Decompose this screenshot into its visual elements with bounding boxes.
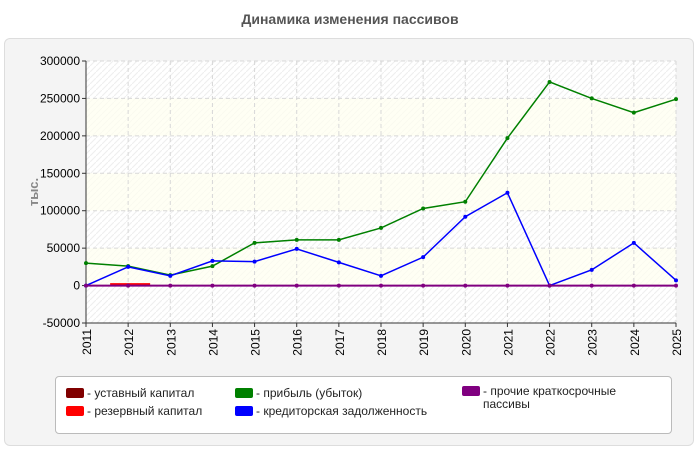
y-tick-label: 300000 [40, 54, 80, 68]
y-tick-label: 100000 [40, 204, 80, 218]
x-tick-label: 2023 [586, 329, 600, 356]
series-2-point [336, 237, 341, 242]
series-4-point [463, 283, 468, 288]
series-2-point [421, 206, 426, 211]
x-tick-label: 2025 [670, 329, 684, 356]
series-3-point [631, 240, 636, 245]
series-2-point [252, 240, 257, 245]
chart-title: Динамика изменения пассивов [241, 11, 459, 27]
series-4-point [294, 283, 299, 288]
series-3-point [379, 273, 383, 278]
series-3-point [589, 267, 594, 272]
chart-legend: - уставный капитал - резервный капитал -… [55, 376, 672, 434]
legend-label-prochie: - прочие краткосрочные пассивы [483, 384, 617, 411]
series-3-point [210, 258, 215, 263]
x-tick-label: 2012 [122, 329, 136, 356]
y-tick-label: 50000 [47, 241, 81, 255]
x-tick-label: 2016 [291, 329, 305, 356]
legend-swatch-pribyl [235, 388, 253, 398]
y-axis-label: тыс. [26, 178, 41, 206]
legend-label-rezervny: - резервный капитал [87, 404, 203, 418]
x-tick-label: 2013 [164, 329, 178, 356]
series-4-point [168, 283, 173, 288]
legend-swatch-prochie [462, 386, 480, 396]
x-tick-label: 2011 [80, 329, 94, 355]
series-2-point [210, 264, 215, 269]
legend-swatch-kreditorskaya [235, 406, 253, 416]
series-2-point [631, 110, 636, 115]
y-tick-label: 150000 [40, 166, 80, 180]
series-3-point [168, 273, 173, 278]
series-4-point [421, 283, 426, 288]
y-tick-label: 250000 [40, 91, 80, 105]
plot-band [86, 173, 676, 211]
series-4-point [379, 283, 383, 288]
series-4-point [84, 283, 88, 288]
legend-label-ustavny: - уставный капитал [87, 386, 195, 400]
series-4-point [210, 283, 215, 288]
series-2-point [379, 225, 383, 230]
series-3-point [463, 214, 468, 219]
series-2-point [294, 237, 299, 242]
series-3-point [294, 246, 299, 251]
series-3-point [505, 190, 510, 195]
series-4-point [336, 283, 341, 288]
series-2-point [463, 199, 468, 204]
series-3-point [126, 264, 131, 269]
series-3-point [421, 255, 426, 260]
series-2-point [84, 261, 88, 266]
series-3-point [674, 278, 678, 283]
x-tick-label: 2017 [333, 329, 347, 356]
x-tick-label: 2020 [459, 329, 473, 356]
series-4-point [505, 283, 510, 288]
y-tick-label: -50000 [43, 316, 81, 330]
x-tick-label: 2018 [375, 329, 389, 356]
x-tick-label: 2022 [544, 329, 558, 356]
series-4-point [547, 283, 552, 288]
series-4-point [674, 283, 678, 288]
x-tick-label: 2014 [206, 329, 220, 356]
legend-swatch-rezervny [66, 406, 84, 416]
y-tick-label: 0 [73, 279, 80, 293]
series-2-point [589, 96, 594, 101]
legend-label-pribyl: - прибыль (убыток) [256, 386, 363, 400]
series-3-point [252, 259, 257, 264]
series-4-point [589, 283, 594, 288]
x-tick-label: 2021 [501, 329, 515, 356]
series-4-point [126, 283, 131, 288]
series-2-point [505, 136, 510, 141]
series-3-point [336, 260, 341, 265]
series-4-point [631, 283, 636, 288]
x-tick-label: 2024 [628, 329, 642, 356]
series-2-point [674, 97, 678, 102]
series-4-point [252, 283, 257, 288]
legend-swatch-ustavny [66, 388, 84, 398]
x-tick-label: 2019 [417, 329, 431, 356]
y-tick-label: 200000 [40, 129, 80, 143]
legend-label-kreditorskaya: - кредиторская задолженность [256, 404, 428, 418]
series-2-point [547, 79, 552, 84]
x-tick-label: 2015 [249, 329, 263, 356]
